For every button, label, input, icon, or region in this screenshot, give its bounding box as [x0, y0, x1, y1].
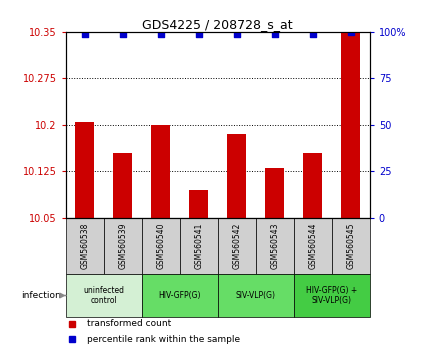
Point [82, 31, 88, 36]
Point [196, 31, 202, 36]
Bar [113, 153, 132, 218]
Point [272, 31, 278, 36]
Text: SIV-VLP(G): SIV-VLP(G) [236, 291, 276, 300]
Bar [66, 218, 104, 274]
Bar [151, 125, 170, 218]
Text: GSM560538: GSM560538 [80, 223, 89, 269]
Point [347, 29, 354, 35]
Text: HIV-GFP(G): HIV-GFP(G) [159, 291, 201, 300]
Bar [180, 218, 218, 274]
Bar [227, 134, 246, 218]
Text: percentile rank within the sample: percentile rank within the sample [87, 335, 240, 344]
Text: GSM560545: GSM560545 [346, 223, 355, 269]
Point [157, 31, 164, 36]
Text: GSM560542: GSM560542 [232, 223, 241, 269]
Bar [142, 218, 180, 274]
Bar [294, 274, 370, 317]
Bar [218, 274, 294, 317]
Point [119, 31, 126, 36]
Bar [332, 218, 370, 274]
Text: infection: infection [22, 291, 61, 300]
Bar [189, 190, 208, 218]
Bar [66, 274, 142, 317]
Bar [303, 153, 322, 218]
Bar [341, 32, 360, 218]
Text: GSM560541: GSM560541 [194, 223, 203, 269]
Title: GDS4225 / 208728_s_at: GDS4225 / 208728_s_at [142, 18, 293, 31]
Bar [75, 122, 94, 218]
Text: uninfected
control: uninfected control [83, 286, 125, 305]
Point [309, 31, 316, 36]
Text: GSM560539: GSM560539 [118, 223, 127, 269]
Text: GSM560544: GSM560544 [308, 223, 317, 269]
Bar [104, 218, 142, 274]
Point [233, 31, 240, 36]
Text: HIV-GFP(G) +
SIV-VLP(G): HIV-GFP(G) + SIV-VLP(G) [306, 286, 357, 305]
Bar [256, 218, 294, 274]
Bar [294, 218, 332, 274]
Bar [142, 274, 218, 317]
Bar [218, 218, 256, 274]
Bar [265, 168, 284, 218]
Text: GSM560540: GSM560540 [156, 223, 165, 269]
Text: GSM560543: GSM560543 [270, 223, 279, 269]
Text: transformed count: transformed count [87, 319, 171, 328]
